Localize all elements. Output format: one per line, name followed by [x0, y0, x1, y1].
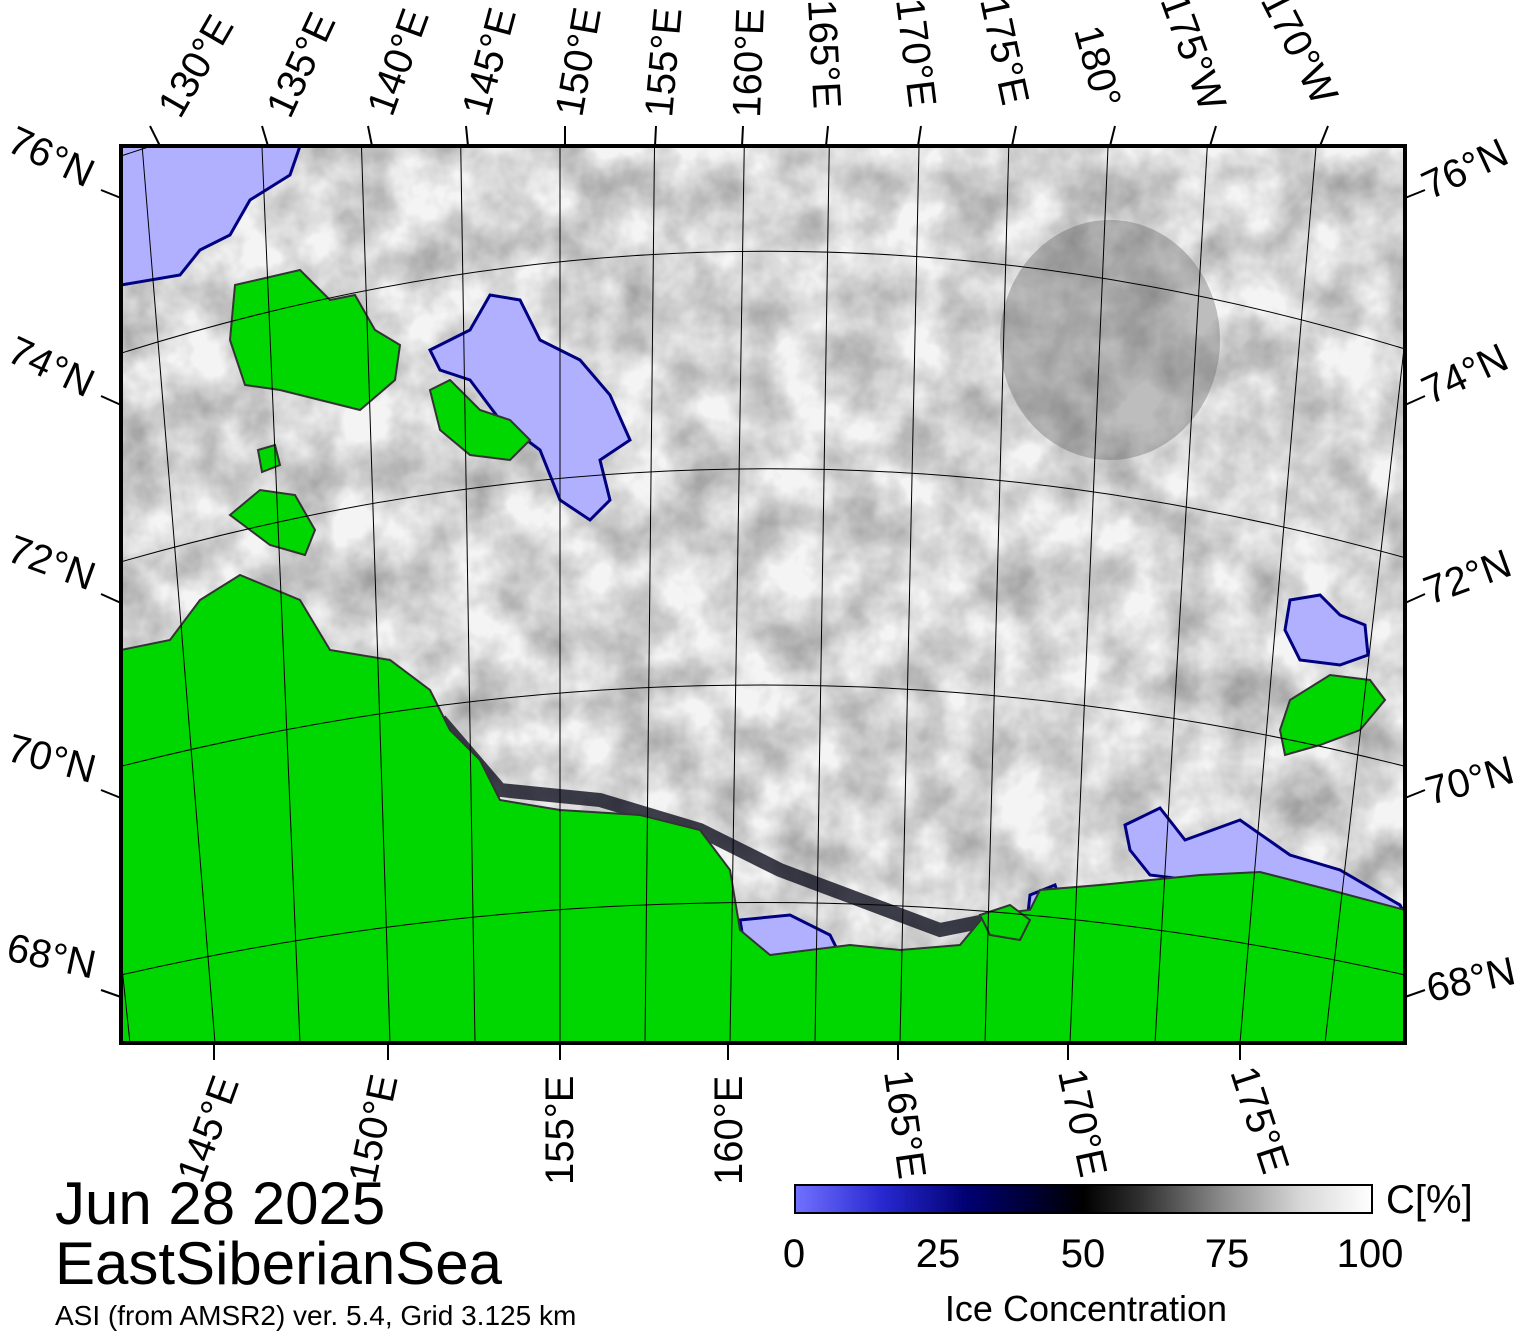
low-ice-region-east-island [1283, 593, 1370, 667]
colorbar-title: Ice Concentration [944, 1288, 1228, 1329]
left-latitude-labels: 76°N 74°N 72°N 70°N 68°N [1, 118, 101, 987]
colorbar-tick-0: 0 [782, 1232, 806, 1276]
colorbar-unit: C[%] [1386, 1178, 1473, 1222]
dense-ice-band-coast [434, 715, 992, 938]
map-content [121, 146, 1405, 1043]
top-label-150e: 150°E [548, 4, 610, 119]
right-label-74n: 74°N [1415, 336, 1515, 414]
island-kotelny [228, 268, 402, 412]
right-label-76n: 76°N [1415, 131, 1515, 209]
left-label-72n: 72°N [2, 527, 101, 599]
bottom-label-160e: 160°E [707, 1076, 751, 1185]
left-label-68n: 68°N [3, 926, 100, 988]
top-label-135e: 135°E [258, 6, 344, 124]
date-label: Jun 28 2025 [55, 1170, 386, 1237]
mainland-land [121, 573, 1405, 1043]
colorbar-tick-25: 25 [915, 1232, 961, 1276]
region-label: EastSiberianSea [55, 1230, 502, 1297]
colorbar [794, 1184, 1373, 1214]
top-label-130e: 130°E [150, 8, 243, 125]
colorbar-tick-75: 75 [1204, 1232, 1250, 1276]
bottom-label-170e: 170°E [1049, 1065, 1115, 1181]
low-ice-region-nw [121, 146, 302, 287]
top-label-170e: 170°E [887, 0, 944, 110]
graticule [121, 146, 1405, 1043]
low-ice-region-coast-east [1123, 806, 1405, 917]
right-label-70n: 70°N [1421, 748, 1519, 814]
right-label-68n: 68°N [1423, 949, 1520, 1011]
top-label-175e: 175°E [971, 0, 1037, 109]
map-frame [119, 144, 1407, 1045]
top-label-175w: 175°W [1152, 0, 1235, 117]
top-label-180: 180° [1065, 21, 1129, 112]
right-latitude-labels: 76°N 74°N 72°N 70°N 68°N [1415, 131, 1519, 1011]
bottom-label-165e: 165°E [875, 1067, 934, 1181]
low-ice-region-central [427, 293, 632, 522]
island-new-siberia [428, 378, 532, 462]
top-label-160e: 160°E [725, 7, 773, 118]
bottom-label-155e: 155°E [538, 1076, 582, 1185]
low-concentration-patch [1000, 220, 1220, 460]
bottom-label-175e: 175°E [1221, 1061, 1297, 1179]
right-label-72n: 72°N [1418, 542, 1517, 614]
left-label-74n: 74°N [1, 328, 101, 406]
top-longitude-labels: 130°E 135°E 140°E 145°E 150°E 155°E 160°… [150, 0, 1346, 125]
colorbar-tick-100: 100 [1336, 1232, 1404, 1276]
top-label-170w: 170°W [1252, 0, 1346, 112]
island-bolshoy-lyakhovsky [228, 488, 317, 557]
source-label: ASI (from AMSR2) ver. 5.4, Grid 3.125 km [55, 1300, 577, 1331]
top-label-155e: 155°E [637, 6, 690, 119]
top-label-165e: 165°E [799, 0, 849, 110]
colorbar-tick-50: 50 [1060, 1232, 1106, 1276]
left-label-76n: 76°N [1, 118, 101, 196]
axis-ticks [100, 125, 1426, 1060]
top-label-145e: 145°E [454, 3, 525, 120]
left-label-70n: 70°N [3, 726, 101, 792]
top-label-140e: 140°E [359, 3, 438, 121]
